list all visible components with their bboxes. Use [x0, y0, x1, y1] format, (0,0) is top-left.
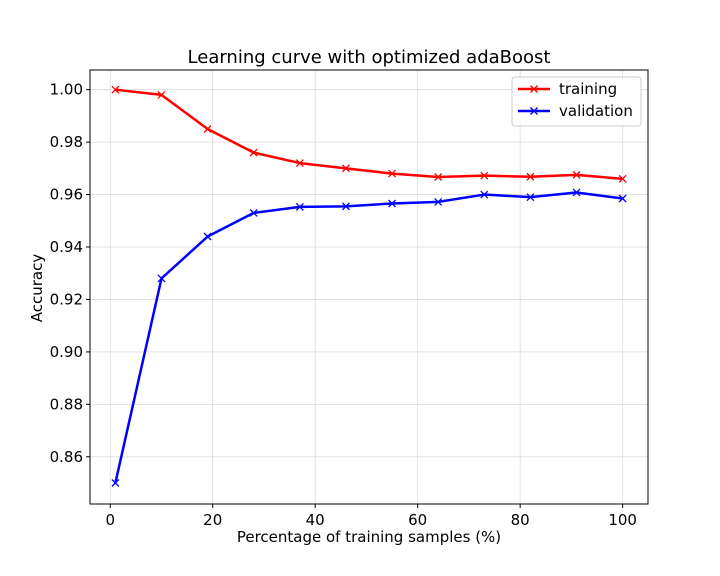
data-point-training-stroke	[526, 172, 535, 181]
data-point-validation-stroke	[295, 202, 304, 211]
data-point-training	[572, 170, 581, 179]
x-axis-label: Percentage of training samples (%)	[237, 528, 501, 546]
data-point-training	[526, 172, 535, 181]
data-point-training	[295, 159, 304, 168]
y-axis-label: Accuracy	[28, 254, 46, 323]
x-tick-label: 60	[408, 511, 427, 529]
data-point-training-stroke	[111, 85, 120, 94]
legend-label-validation: validation	[559, 102, 633, 120]
data-point-validation	[434, 197, 443, 206]
data-point-validation-stroke	[388, 199, 397, 208]
data-point-validation	[341, 202, 350, 211]
data-point-validation-stroke	[157, 274, 166, 283]
data-point-training	[157, 90, 166, 99]
x-tick-label: 0	[105, 511, 115, 529]
data-point-training-stroke	[388, 169, 397, 178]
data-point-validation-stroke	[618, 194, 627, 203]
legend-label-training: training	[559, 80, 617, 98]
legend: training validation	[511, 76, 642, 127]
data-point-training-stroke	[249, 148, 258, 157]
data-point-training-stroke	[434, 173, 443, 181]
y-tick-label: 0.90	[50, 343, 83, 361]
data-point-validation	[526, 193, 535, 202]
x-tick-label: 20	[203, 511, 222, 529]
legend-marker-validation	[530, 107, 538, 115]
y-axis-ticks: 0.86 0.88 0.90 0.92 0.94 0.96 0.98 1.00	[50, 81, 90, 466]
data-point-training	[480, 171, 489, 180]
data-point-validation-stroke	[203, 232, 212, 241]
series-lines	[114, 88, 623, 484]
data-point-training-stroke	[572, 170, 581, 179]
series-line-validation	[114, 191, 623, 484]
data-point-training	[388, 169, 397, 178]
data-point-validation-stroke	[480, 190, 489, 199]
data-point-validation-stroke	[526, 193, 535, 202]
y-tick-label: 0.96	[50, 186, 83, 204]
data-point-training	[111, 85, 120, 94]
data-point-validation-stroke	[341, 202, 350, 211]
x-axis-ticks: 0 20 40 60 80 100	[105, 504, 637, 529]
data-point-validation-stroke	[111, 479, 120, 487]
data-point-training-stroke	[480, 171, 489, 180]
x-tick-label: 80	[511, 511, 530, 529]
data-point-validation	[249, 208, 258, 217]
x-tick-label: 40	[306, 511, 325, 529]
series-markers	[111, 85, 627, 487]
data-point-training	[341, 164, 350, 173]
data-point-training-stroke	[295, 159, 304, 168]
y-tick-label: 0.98	[50, 133, 83, 151]
data-point-validation	[388, 199, 397, 208]
data-point-validation	[618, 194, 627, 203]
series-line-training	[115, 88, 623, 181]
plot-area-frame	[89, 69, 649, 505]
y-tick-label: 0.92	[50, 290, 83, 308]
data-point-validation	[572, 188, 581, 197]
data-point-validation-stroke	[572, 188, 581, 197]
legend-marker-validation-stroke	[530, 107, 538, 115]
legend-marker-training-stroke	[530, 85, 538, 93]
data-point-training-stroke	[618, 174, 627, 183]
data-point-training-stroke	[203, 125, 212, 133]
data-point-validation	[203, 232, 212, 241]
data-point-validation	[295, 202, 304, 211]
data-point-validation	[111, 479, 120, 487]
data-point-training	[203, 125, 212, 133]
chart-title: Learning curve with optimized adaBoost	[188, 47, 551, 68]
data-point-training-stroke	[157, 90, 166, 99]
data-point-training	[434, 173, 443, 181]
data-point-validation-stroke	[434, 197, 443, 206]
x-tick-label: 100	[608, 511, 637, 529]
data-point-validation	[480, 190, 489, 199]
data-point-training	[618, 174, 627, 183]
y-tick-label: 0.94	[50, 238, 83, 256]
data-point-validation	[157, 274, 166, 283]
grid-lines	[90, 70, 648, 504]
data-point-validation-stroke	[249, 208, 258, 217]
data-point-training-stroke	[341, 164, 350, 173]
legend-marker-training	[530, 85, 538, 93]
data-point-training	[249, 148, 258, 157]
y-tick-label: 0.88	[50, 395, 83, 413]
y-tick-label: 1.00	[50, 81, 83, 99]
y-tick-label: 0.86	[50, 448, 83, 466]
